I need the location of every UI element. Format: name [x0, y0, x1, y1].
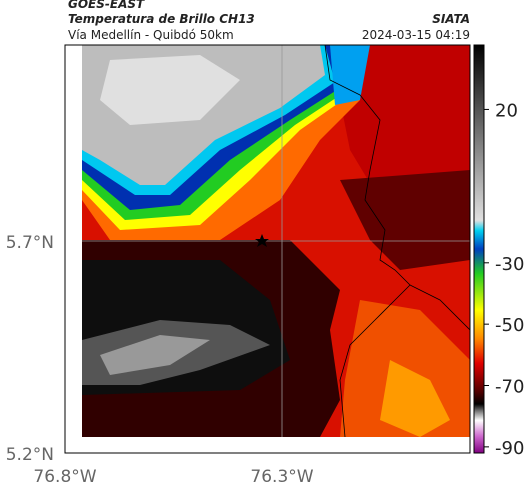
- colorbar-tick-label: 20: [495, 100, 518, 121]
- colorbar-tick-label: -90: [495, 438, 524, 459]
- colorbar-tick-label: -70: [495, 377, 524, 398]
- source: SIATA: [432, 12, 470, 26]
- subtitle: Temperatura de Brillo CH13: [68, 12, 255, 26]
- colorbar: [473, 44, 485, 454]
- lat-label: 5.2°N: [6, 445, 54, 465]
- colorbar-tick-label: -50: [495, 315, 524, 336]
- map-frame: [64, 44, 471, 454]
- lon-label: 76.3°W: [250, 467, 313, 487]
- timestamp: 2024-03-15 04:19: [362, 28, 470, 42]
- colorbar-tick-label: -30: [495, 254, 524, 275]
- lat-label: 5.7°N: [6, 233, 54, 253]
- title: GOES-EAST: [68, 0, 145, 11]
- satellite-image: [82, 45, 470, 437]
- lon-label: 76.8°W: [33, 467, 96, 487]
- colorbar-ticks: 20 -30 -50 -70 -90: [484, 100, 524, 459]
- route: Vía Medellín - Quibdó 50km: [68, 28, 234, 42]
